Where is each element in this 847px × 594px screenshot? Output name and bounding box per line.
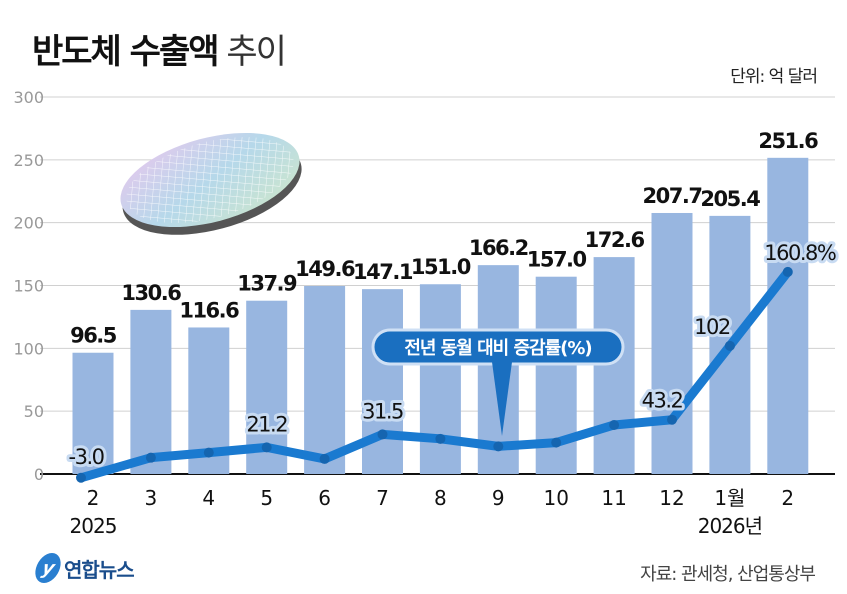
line-point bbox=[493, 441, 504, 452]
x-tick-label: 8 bbox=[434, 486, 447, 510]
line-value-label: -3.0 bbox=[69, 445, 104, 469]
line-point bbox=[319, 453, 330, 464]
bar-value-label: 157.0 bbox=[527, 248, 587, 272]
line-point bbox=[203, 447, 214, 458]
chart-title: 반도체 수출액 추이 bbox=[32, 32, 287, 72]
line-point bbox=[145, 452, 156, 463]
x-tick-label: 2 bbox=[87, 486, 100, 510]
bar bbox=[767, 157, 809, 474]
y-tick-label: 0 bbox=[34, 465, 44, 484]
bar-value-label: 166.2 bbox=[469, 236, 528, 260]
y-tick-label: 100 bbox=[13, 339, 44, 358]
line-point bbox=[782, 266, 793, 277]
bar-value-label: 96.5 bbox=[70, 324, 117, 348]
y-tick-label: 250 bbox=[13, 151, 44, 170]
bar-value-label: 130.6 bbox=[121, 281, 181, 305]
bar bbox=[419, 284, 461, 474]
bar bbox=[72, 352, 114, 474]
year-label: 2026년 bbox=[698, 514, 762, 538]
x-tick-label: 7 bbox=[376, 486, 389, 510]
x-tick-label: 1월 bbox=[714, 486, 745, 510]
x-tick-label: 6 bbox=[318, 486, 331, 510]
line-point bbox=[377, 429, 388, 440]
bar-value-label: 149.6 bbox=[295, 257, 355, 281]
line-point bbox=[724, 340, 735, 351]
x-tick-label: 3 bbox=[145, 486, 158, 510]
line-value-label: 102 bbox=[694, 315, 730, 339]
bar-value-label: 172.6 bbox=[585, 228, 645, 252]
bar bbox=[362, 289, 403, 474]
legend-callout: 전년 동월 대비 증감률(%) bbox=[371, 328, 625, 436]
x-tick-label: 4 bbox=[202, 486, 215, 510]
line-point bbox=[76, 472, 86, 483]
bar-value-label: 147.1 bbox=[353, 260, 413, 284]
line-point bbox=[667, 414, 677, 425]
source-label: 자료: 관세청, 산업통상부 bbox=[640, 564, 816, 585]
bar-value-label: 151.0 bbox=[411, 255, 471, 279]
logo: y 연합뉴스 bbox=[31, 553, 135, 583]
line-value-label: 43.2 bbox=[642, 389, 683, 413]
bar-value-label: 207.7 bbox=[643, 184, 702, 208]
bar-value-label: 137.9 bbox=[237, 272, 297, 296]
line-value-label: 21.2 bbox=[246, 412, 287, 436]
bar-value-label: 116.6 bbox=[179, 298, 239, 322]
line-point bbox=[609, 419, 620, 430]
x-tick-label: 12 bbox=[659, 486, 684, 510]
line-point bbox=[551, 437, 562, 448]
line-point bbox=[261, 442, 272, 453]
x-tick-label: 5 bbox=[260, 486, 273, 510]
legend-label: 전년 동월 대비 증감률(%) bbox=[404, 338, 591, 359]
x-tick-label: 9 bbox=[492, 486, 505, 510]
y-tick-label: 150 bbox=[13, 277, 44, 296]
x-tick-label: 11 bbox=[601, 486, 626, 510]
bar-value-label: 205.4 bbox=[700, 187, 760, 211]
y-tick-label: 50 bbox=[24, 402, 44, 421]
bar bbox=[304, 286, 346, 474]
x-tick-label: 10 bbox=[543, 486, 568, 510]
wafer-illustration bbox=[120, 132, 302, 235]
line-value-label: 31.5 bbox=[362, 399, 403, 423]
bar bbox=[651, 212, 693, 474]
year-label: 2025 bbox=[70, 514, 117, 538]
unit-label: 단위: 억 달러 bbox=[730, 67, 818, 87]
x-tick-label: 2 bbox=[781, 486, 794, 510]
y-tick-label: 300 bbox=[13, 88, 44, 107]
line-point bbox=[435, 433, 446, 444]
y-tick-label: 200 bbox=[13, 214, 44, 233]
bar-value-label: 251.6 bbox=[758, 129, 818, 153]
bar bbox=[130, 309, 172, 474]
yonhap-logo-icon: y bbox=[31, 553, 65, 583]
bar bbox=[593, 257, 635, 474]
line-value-label: 160.8% bbox=[764, 241, 836, 265]
